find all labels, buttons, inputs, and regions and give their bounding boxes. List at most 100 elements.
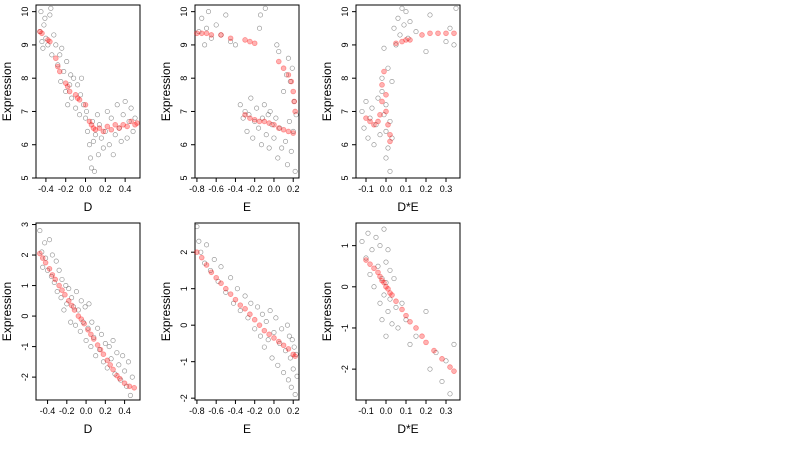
observed-point bbox=[369, 105, 375, 111]
fitted-point bbox=[379, 98, 385, 105]
observed-point bbox=[207, 267, 213, 273]
fitted-point bbox=[385, 121, 391, 128]
observed-point bbox=[92, 132, 98, 138]
observed-point bbox=[269, 355, 275, 361]
observed-point bbox=[443, 39, 449, 45]
observed-point bbox=[385, 145, 391, 151]
fitted-point bbox=[407, 318, 413, 325]
fitted-point bbox=[121, 380, 128, 387]
fitted-point bbox=[451, 368, 457, 374]
observed-point bbox=[381, 45, 387, 51]
observed-point bbox=[284, 322, 290, 328]
observed-point bbox=[211, 256, 217, 262]
observed-point bbox=[68, 319, 74, 325]
observed-point bbox=[114, 350, 120, 356]
observed-point bbox=[237, 308, 243, 314]
fitted-point bbox=[389, 292, 395, 298]
x-tick-label: -0.6 bbox=[208, 184, 224, 194]
observed-point bbox=[453, 5, 459, 11]
observed-point bbox=[389, 79, 395, 85]
observed-point bbox=[61, 69, 67, 75]
fitted-point bbox=[128, 118, 134, 125]
observed-point bbox=[383, 128, 389, 134]
fitted-point bbox=[208, 269, 215, 276]
fitted-point bbox=[247, 38, 253, 45]
x-tick-label: 0.2 bbox=[420, 406, 433, 416]
x-tick-label: 0.0 bbox=[380, 184, 393, 194]
observed-point bbox=[223, 12, 229, 18]
fitted-point bbox=[290, 351, 297, 358]
fitted-point bbox=[75, 313, 82, 319]
observed-point bbox=[256, 125, 262, 131]
fitted-point bbox=[275, 58, 282, 65]
observed-point bbox=[51, 280, 57, 286]
fitted-point bbox=[126, 383, 133, 390]
fitted-point bbox=[100, 351, 107, 358]
fitted-point bbox=[227, 35, 234, 42]
observed-point bbox=[132, 115, 138, 121]
observed-point bbox=[69, 295, 75, 301]
fitted-point bbox=[52, 276, 59, 283]
observed-point bbox=[285, 377, 291, 383]
fitted-point bbox=[37, 28, 43, 35]
y-tick-label: 1 bbox=[179, 286, 189, 291]
fitted-point bbox=[242, 111, 248, 118]
x-tick-label: 0.0 bbox=[80, 406, 93, 416]
observed-point bbox=[254, 105, 260, 111]
observed-point bbox=[283, 138, 289, 144]
observed-point bbox=[73, 105, 79, 111]
fitted-point bbox=[266, 331, 272, 338]
observed-point bbox=[78, 92, 84, 98]
fitted-point bbox=[290, 130, 297, 136]
observed-point bbox=[71, 304, 77, 310]
observed-point bbox=[53, 258, 59, 264]
fitted-point bbox=[403, 312, 409, 319]
x-tick-label: 0.2 bbox=[99, 406, 112, 416]
fitted-point bbox=[413, 325, 419, 331]
observed-point bbox=[130, 128, 136, 134]
y-tick-label: 0 bbox=[179, 323, 189, 328]
fitted-point bbox=[64, 83, 71, 90]
x-tick-label: 0.2 bbox=[287, 184, 300, 194]
observed-point bbox=[273, 115, 279, 121]
observed-point bbox=[399, 5, 405, 11]
observed-point bbox=[387, 296, 393, 302]
observed-point bbox=[42, 240, 48, 246]
fitted-point bbox=[419, 32, 425, 38]
y-tick-label: 8 bbox=[179, 76, 189, 81]
observed-point bbox=[79, 75, 85, 81]
fitted-point bbox=[383, 284, 389, 290]
observed-point bbox=[375, 95, 381, 101]
panel-6: -0.1 0.0 0.1 0.2 0.3 -2 -1 0 1 D*E Expression bbox=[320, 222, 461, 436]
observed-point bbox=[401, 22, 407, 28]
fitted-point bbox=[379, 277, 385, 284]
observed-point bbox=[75, 307, 81, 313]
observed-point bbox=[73, 289, 79, 295]
fitted-point bbox=[116, 125, 122, 131]
observed-point bbox=[118, 138, 124, 144]
observed-point bbox=[361, 125, 367, 131]
observed-point bbox=[365, 135, 371, 141]
fitted-point bbox=[46, 265, 53, 272]
fitted-point bbox=[237, 302, 244, 308]
fitted-point bbox=[261, 327, 268, 334]
fitted-point bbox=[82, 102, 89, 108]
observed-point bbox=[291, 344, 297, 350]
observed-point bbox=[261, 344, 267, 350]
fitted-point bbox=[71, 307, 78, 313]
observed-point bbox=[407, 19, 413, 25]
observed-point bbox=[292, 168, 298, 174]
plot-frame bbox=[355, 222, 461, 401]
fitted-point bbox=[112, 121, 119, 128]
observed-point bbox=[427, 366, 433, 372]
observed-point bbox=[213, 22, 219, 28]
observed-point bbox=[289, 337, 295, 343]
observed-point bbox=[451, 341, 457, 347]
fitted-point bbox=[367, 261, 373, 267]
observed-point bbox=[393, 42, 399, 48]
observed-point bbox=[71, 75, 77, 81]
fitted-point bbox=[375, 118, 381, 125]
y-tick-label: 6 bbox=[340, 142, 350, 147]
observed-point bbox=[57, 52, 63, 58]
y-tick-label: 10 bbox=[20, 7, 30, 17]
